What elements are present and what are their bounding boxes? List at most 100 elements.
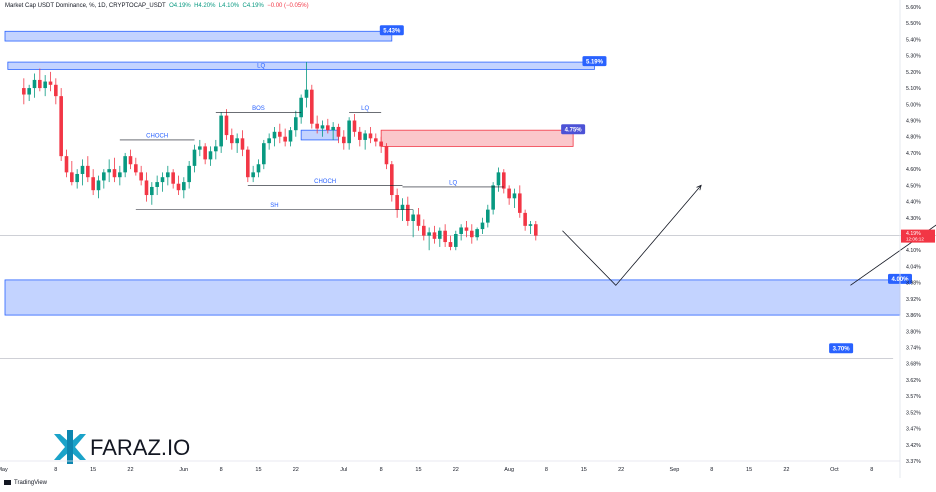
candle[interactable] bbox=[528, 220, 533, 234]
candle[interactable] bbox=[502, 169, 506, 194]
candle[interactable] bbox=[96, 175, 101, 199]
candle[interactable] bbox=[427, 227, 431, 251]
candle[interactable] bbox=[155, 175, 159, 196]
candle[interactable] bbox=[336, 123, 341, 144]
candle[interactable] bbox=[347, 117, 351, 150]
candle[interactable] bbox=[43, 75, 47, 97]
candle[interactable] bbox=[38, 68, 42, 92]
candle[interactable] bbox=[480, 217, 485, 234]
candle[interactable] bbox=[374, 133, 378, 147]
candle[interactable] bbox=[54, 78, 58, 105]
candle[interactable] bbox=[160, 172, 165, 192]
candle[interactable] bbox=[283, 128, 287, 147]
candle[interactable] bbox=[486, 204, 490, 228]
candle[interactable] bbox=[342, 130, 346, 150]
candle[interactable] bbox=[464, 220, 469, 238]
candle[interactable] bbox=[128, 149, 133, 170]
candle[interactable] bbox=[59, 88, 63, 161]
candle[interactable] bbox=[454, 230, 458, 251]
candle[interactable] bbox=[230, 128, 234, 150]
candle[interactable] bbox=[304, 62, 309, 108]
candle[interactable] bbox=[299, 94, 303, 124]
candle[interactable] bbox=[518, 185, 522, 218]
candle[interactable] bbox=[491, 182, 495, 215]
candle[interactable] bbox=[288, 126, 293, 147]
candle[interactable] bbox=[411, 209, 415, 238]
candle[interactable] bbox=[395, 188, 399, 218]
candle[interactable] bbox=[176, 175, 181, 196]
candle[interactable] bbox=[384, 143, 389, 170]
candle[interactable] bbox=[32, 73, 37, 98]
candle[interactable] bbox=[459, 224, 463, 241]
candle[interactable] bbox=[86, 156, 90, 183]
candle[interactable] bbox=[331, 122, 335, 140]
x-tick-label: 8 bbox=[870, 467, 873, 473]
candle[interactable] bbox=[251, 165, 255, 183]
candle[interactable] bbox=[64, 149, 69, 178]
candle[interactable] bbox=[475, 227, 479, 241]
candle[interactable] bbox=[240, 130, 245, 157]
candle[interactable] bbox=[422, 219, 426, 241]
candle[interactable] bbox=[278, 123, 282, 144]
candle[interactable] bbox=[358, 126, 362, 147]
candle[interactable] bbox=[267, 133, 271, 150]
candle-body bbox=[54, 84, 58, 97]
candle[interactable] bbox=[235, 133, 239, 153]
candle[interactable] bbox=[171, 169, 175, 189]
candle[interactable] bbox=[144, 172, 149, 202]
candle[interactable] bbox=[22, 78, 26, 105]
candle[interactable] bbox=[379, 136, 383, 153]
candle[interactable] bbox=[102, 169, 106, 189]
candle[interactable] bbox=[363, 130, 367, 150]
candle[interactable] bbox=[75, 169, 79, 189]
tradingview-footer[interactable]: TradingView bbox=[4, 480, 47, 486]
candle[interactable] bbox=[208, 146, 213, 166]
candle[interactable] bbox=[224, 109, 229, 140]
candle[interactable] bbox=[432, 225, 437, 244]
candle[interactable] bbox=[246, 146, 250, 183]
candle[interactable] bbox=[326, 118, 330, 134]
candle[interactable] bbox=[187, 160, 191, 189]
candle[interactable] bbox=[118, 165, 122, 186]
candle[interactable] bbox=[315, 115, 319, 134]
candle[interactable] bbox=[272, 126, 277, 147]
candle[interactable] bbox=[448, 235, 453, 251]
candle[interactable] bbox=[256, 159, 261, 178]
candle[interactable] bbox=[416, 208, 421, 231]
candle[interactable] bbox=[27, 84, 31, 102]
candle[interactable] bbox=[294, 110, 298, 137]
candle[interactable] bbox=[192, 144, 197, 173]
candle[interactable] bbox=[534, 220, 538, 241]
candle[interactable] bbox=[123, 152, 127, 178]
candle[interactable] bbox=[507, 185, 511, 205]
candle[interactable] bbox=[496, 167, 501, 192]
candle[interactable] bbox=[262, 139, 266, 170]
candle[interactable] bbox=[320, 120, 325, 137]
candle[interactable] bbox=[470, 224, 474, 244]
candle[interactable] bbox=[368, 126, 373, 144]
candle[interactable] bbox=[390, 160, 394, 202]
candle[interactable] bbox=[91, 169, 95, 196]
candle[interactable] bbox=[150, 182, 154, 205]
candle[interactable] bbox=[107, 159, 111, 183]
candle[interactable] bbox=[523, 209, 527, 231]
candle[interactable] bbox=[70, 160, 74, 186]
candle[interactable] bbox=[443, 224, 447, 247]
candle[interactable] bbox=[406, 196, 410, 226]
candle[interactable] bbox=[80, 159, 85, 186]
candle[interactable] bbox=[214, 139, 218, 160]
candle[interactable] bbox=[134, 157, 138, 176]
candle[interactable] bbox=[352, 113, 357, 137]
candle[interactable] bbox=[512, 188, 517, 209]
candle[interactable] bbox=[310, 84, 314, 129]
candle[interactable] bbox=[198, 139, 202, 157]
candle[interactable] bbox=[139, 165, 143, 186]
candle[interactable] bbox=[166, 165, 170, 186]
candle[interactable] bbox=[203, 143, 207, 165]
candle[interactable] bbox=[48, 71, 53, 92]
candle[interactable] bbox=[438, 227, 442, 247]
candle[interactable] bbox=[219, 112, 223, 153]
candle[interactable] bbox=[182, 177, 186, 199]
candle[interactable] bbox=[112, 157, 117, 183]
